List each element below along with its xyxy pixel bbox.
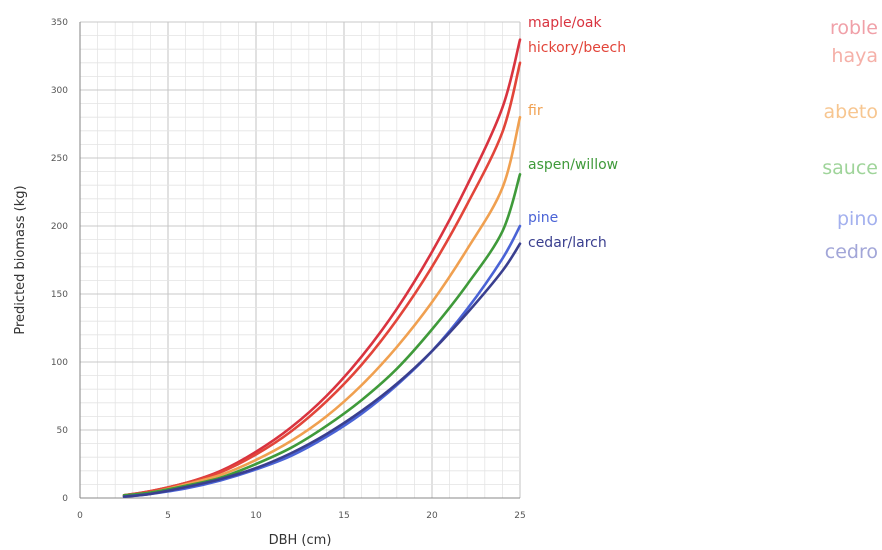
x-tick-label: 0 <box>77 511 83 521</box>
y-tick-label: 100 <box>51 358 68 368</box>
x-tick-label: 10 <box>250 511 262 521</box>
series-translations: roble haya abeto sauce pino cedro <box>822 17 878 263</box>
series-label-pine: pine <box>528 210 558 226</box>
series-labels: maple/oak hickory/beech fir aspen/willow pin… <box>528 15 626 251</box>
series-line-aspen-willow <box>122 173 522 497</box>
series-line-cedar-larch <box>122 242 522 498</box>
series-label-hickory-beech: hickory/beech <box>528 40 626 56</box>
series-label-aspen-willow: aspen/willow <box>528 157 618 173</box>
series-translation-cedar-larch: cedro <box>825 241 878 263</box>
y-tick-label: 150 <box>51 290 68 300</box>
y-tick-label: 200 <box>51 222 68 232</box>
series-line-hickory-beech <box>122 61 522 497</box>
axes <box>79 22 520 499</box>
x-tick-label: 20 <box>426 511 438 521</box>
y-tick-label: 50 <box>57 426 69 436</box>
y-axis-title: Predicted biomass (kg) <box>13 185 28 334</box>
series-translation-aspen-willow: sauce <box>822 157 878 179</box>
y-tick-label: 250 <box>51 154 68 164</box>
y-tick-label: 0 <box>62 494 68 504</box>
series-line-fir <box>122 115 522 497</box>
series-translation-hickory-beech: haya <box>831 45 878 67</box>
series-translation-fir: abeto <box>824 101 878 123</box>
series-label-cedar-larch: cedar/larch <box>528 235 607 251</box>
series-label-fir: fir <box>528 103 543 119</box>
series-label-maple-oak: maple/oak <box>528 15 602 31</box>
x-tick-label: 15 <box>338 511 349 521</box>
x-tick-label: 25 <box>514 511 525 521</box>
series-translation-pine: pino <box>837 208 878 230</box>
y-tick-label: 300 <box>51 86 68 96</box>
series-line-pine <box>122 224 522 498</box>
series-lines <box>122 38 522 498</box>
x-tick-label: 5 <box>165 511 171 521</box>
series-translation-maple-oak: roble <box>830 17 878 39</box>
plot-background <box>80 22 520 498</box>
x-axis-title: DBH (cm) <box>269 533 332 548</box>
y-tick-label: 350 <box>51 18 68 28</box>
